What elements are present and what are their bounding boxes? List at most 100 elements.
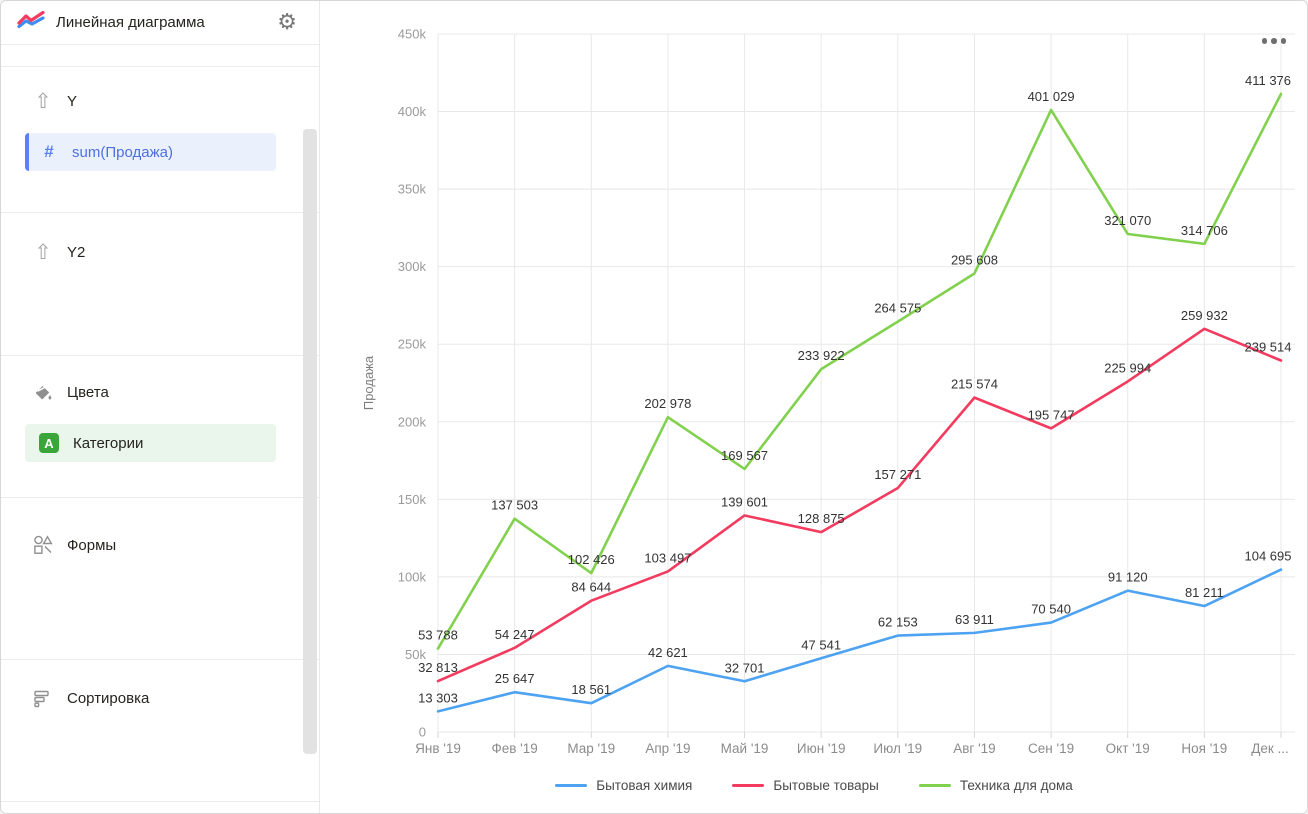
arrow-up-icon: ⇧ — [34, 88, 52, 113]
y-tick-label: 200k — [398, 414, 427, 429]
section-colors[interactable]: Цвета A Категории — [1, 380, 319, 498]
data-label: 53 788 — [418, 628, 458, 643]
y-tick-label: 0 — [419, 725, 426, 740]
data-label: 42 621 — [648, 645, 688, 660]
data-label: 13 303 — [418, 690, 458, 705]
number-icon: # — [44, 142, 54, 161]
series-line-Бытовая химия[interactable] — [436, 568, 1283, 713]
data-label: 321 070 — [1104, 213, 1151, 228]
more-menu-icon[interactable] — [1258, 34, 1291, 48]
legend-item[interactable]: Бытовые товары — [732, 778, 879, 793]
paint-bucket-icon — [32, 381, 54, 403]
legend-swatch — [918, 783, 951, 788]
x-tick-label: Апр '19 — [645, 741, 690, 756]
data-label: 54 247 — [495, 627, 535, 642]
data-label: 104 695 — [1245, 549, 1292, 564]
x-tick-label: Май '19 — [721, 741, 769, 756]
x-tick-label: Окт '19 — [1106, 741, 1150, 756]
field-label: Категории — [73, 434, 144, 452]
sort-icon — [32, 687, 54, 709]
data-label: 103 497 — [644, 550, 691, 565]
section-label: Цвета — [67, 383, 109, 401]
data-label: 239 514 — [1245, 339, 1292, 354]
data-label: 62 153 — [878, 615, 918, 630]
data-label: 137 503 — [491, 498, 538, 513]
section-y2[interactable]: ⇧ Y2 — [1, 240, 319, 356]
data-label: 195 747 — [1028, 407, 1075, 422]
page-title: Линейная диаграмма — [56, 14, 205, 31]
data-label: 157 271 — [874, 467, 921, 482]
field-chip-sum-prodazha[interactable]: # sum(Продажа) — [25, 133, 276, 171]
data-label: 314 706 — [1181, 223, 1228, 238]
data-label: 81 211 — [1185, 585, 1224, 600]
x-tick-label: Мар '19 — [567, 741, 615, 756]
y-tick-label: 50k — [405, 647, 426, 662]
legend-swatch — [555, 783, 588, 788]
section-label: Формы — [67, 536, 117, 554]
line-chart-icon — [17, 9, 45, 36]
x-tick-label: Янв '19 — [415, 741, 461, 756]
y-tick-label: 450k — [398, 27, 427, 42]
x-tick-label: Дек ... — [1251, 741, 1289, 756]
data-label: 63 911 — [955, 612, 994, 627]
data-label: 139 601 — [721, 494, 768, 509]
data-label: 91 120 — [1108, 570, 1148, 585]
data-label: 401 029 — [1028, 89, 1075, 104]
gear-icon[interactable]: ⚙ — [277, 9, 297, 35]
data-label: 169 567 — [721, 448, 768, 463]
series-line-Техника для дома[interactable] — [436, 92, 1283, 650]
y-tick-label: 350k — [398, 182, 427, 197]
data-label: 70 540 — [1031, 602, 1071, 617]
legend-item[interactable]: Техника для дома — [918, 778, 1073, 793]
legend-label: Бытовые товары — [773, 778, 879, 793]
y-tick-label: 250k — [398, 337, 427, 352]
shapes-icon — [32, 534, 54, 556]
data-label: 295 608 — [951, 252, 998, 267]
chart-legend: Бытовая химия Бытовые товары Техника для… — [320, 778, 1307, 793]
data-label: 102 426 — [568, 552, 615, 567]
legend-label: Бытовая химия — [596, 778, 693, 793]
x-tick-label: Июл '19 — [873, 741, 922, 756]
data-label: 47 541 — [801, 637, 841, 652]
field-label: sum(Продажа) — [72, 143, 173, 161]
data-label: 225 994 — [1104, 360, 1151, 375]
sidebar-scrollbar-thumb[interactable] — [303, 129, 317, 754]
y-axis-title: Продажа — [361, 355, 376, 410]
section-label: Y2 — [67, 243, 86, 261]
data-label: 128 875 — [798, 511, 845, 526]
y-tick-label: 150k — [398, 492, 427, 507]
field-chip-kategorii[interactable]: A Категории — [25, 424, 276, 462]
x-tick-label: Июн '19 — [797, 741, 846, 756]
data-label: 25 647 — [495, 671, 535, 686]
x-tick-label: Сен '19 — [1028, 741, 1074, 756]
section-label: Сортировка — [67, 689, 150, 707]
data-label: 411 376 — [1245, 73, 1291, 88]
arrow-up-icon: ⇧ — [34, 239, 52, 264]
data-label: 202 978 — [644, 396, 691, 411]
data-label: 215 574 — [951, 377, 998, 392]
legend-item[interactable]: Бытовая химия — [555, 778, 692, 793]
data-label: 32 701 — [725, 660, 765, 675]
legend-swatch — [732, 783, 765, 788]
section-y[interactable]: ⇧ Y # sum(Продажа) — [1, 89, 319, 213]
data-label: 84 644 — [571, 580, 611, 595]
x-tick-label: Авг '19 — [953, 741, 995, 756]
section-shapes[interactable]: Формы — [1, 533, 319, 660]
data-label: 32 813 — [418, 660, 458, 675]
y-tick-label: 400k — [398, 104, 427, 119]
line-chart: 0 50k 100k 150k 200k 250k 300k 350k 400k 450k Янв … — [361, 27, 1295, 756]
sidebar-header: Линейная диаграмма ⚙ — [1, 1, 319, 45]
x-tick-label: Ноя '19 — [1181, 741, 1227, 756]
section-label: Y — [67, 92, 78, 110]
letter-a-icon: A — [39, 433, 59, 453]
sidebar-sections: ⇧ Y # sum(Продажа) ⇧ Y2 — [1, 66, 319, 813]
series-line-Бытовые товары[interactable] — [436, 327, 1283, 683]
chart-area: 0 50k 100k 150k 200k 250k 300k 350k 400k 450k Янв … — [320, 1, 1307, 813]
y-tick-label: 100k — [398, 569, 427, 584]
x-tick-label: Фев '19 — [491, 741, 537, 756]
data-label: 18 561 — [571, 682, 611, 697]
data-label: 259 932 — [1181, 308, 1228, 323]
section-sort[interactable]: Сортировка — [1, 686, 319, 802]
y-tick-label: 300k — [398, 259, 427, 274]
